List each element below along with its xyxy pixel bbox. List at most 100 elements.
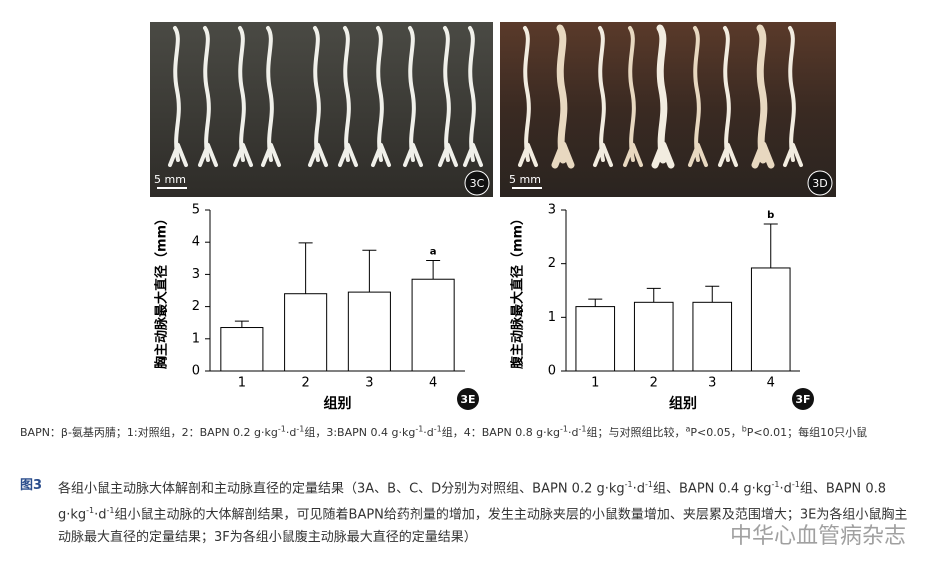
vessel xyxy=(261,26,281,167)
y-tick-label: 2 xyxy=(548,256,556,271)
bar xyxy=(692,301,733,372)
superscript: -1 xyxy=(624,480,633,489)
superscript: -1 xyxy=(560,424,568,434)
panel-badge xyxy=(464,170,490,196)
x-tick-label: 1 xyxy=(238,376,246,391)
superscript: -1 xyxy=(791,480,800,489)
y-tick-label: 5 xyxy=(192,203,200,218)
panel-label: 3C xyxy=(470,177,485,190)
text-run: 组，3:BAPN 0.4 g·kg xyxy=(304,426,416,439)
vessel xyxy=(338,26,358,167)
superscript: -1 xyxy=(645,480,654,489)
vessel xyxy=(198,26,218,167)
superscript: b xyxy=(741,424,747,434)
text-run: 各组小鼠主动脉大体解剖和主动脉直径的定量结果（3A、B、C、D分别为对照组、BA… xyxy=(58,481,625,497)
bar xyxy=(411,278,455,372)
y-tick-label: 0 xyxy=(548,364,556,379)
error-bar xyxy=(646,287,661,303)
vessel xyxy=(593,26,613,167)
vessel xyxy=(718,26,738,167)
text-run: ·d xyxy=(779,481,792,497)
x-tick-label: 4 xyxy=(429,376,437,391)
bar xyxy=(220,327,264,372)
panel-badge xyxy=(457,388,479,410)
x-tick-label: 3 xyxy=(365,376,373,391)
panel-badge xyxy=(807,170,833,196)
panel-label: 3F xyxy=(795,393,810,406)
x-axis-label: 组别 xyxy=(669,395,697,412)
bar xyxy=(633,301,674,372)
superscript: -1 xyxy=(415,424,424,434)
superscript: a xyxy=(685,424,691,434)
text-run: 组；与对照组比较， xyxy=(586,426,686,439)
vessel xyxy=(403,26,423,167)
text-run: ·d xyxy=(423,426,434,439)
superscript: -1 xyxy=(296,424,305,434)
y-tick-label: 0 xyxy=(192,364,200,379)
vessel xyxy=(463,26,483,167)
x-tick-label: 3 xyxy=(708,376,716,391)
text-run: ·d xyxy=(285,426,297,439)
text-run: 组，4：BAPN 0.8 g·kg xyxy=(441,426,561,439)
text-run: P<0.01；每组10只小鼠 xyxy=(746,426,868,439)
x-tick-label: 1 xyxy=(591,376,599,391)
y-tick-label: 4 xyxy=(192,235,200,250)
bar xyxy=(284,293,328,372)
error-bar xyxy=(234,320,249,328)
watermark: 中华心血管病杂志 xyxy=(730,524,907,549)
superscript: -1 xyxy=(433,424,442,434)
error-bar xyxy=(588,298,603,307)
x-axis-label: 组别 xyxy=(324,395,352,412)
vessel xyxy=(438,26,458,167)
annotation: a xyxy=(430,247,437,258)
text-run: ·d xyxy=(568,426,579,439)
superscript: -1 xyxy=(277,424,286,434)
bar xyxy=(575,306,616,372)
y-tick-label: 1 xyxy=(548,310,556,325)
text-run: BAPN：β-氨基丙腈；1:对照组，2：BAPN 0.2 g·kg xyxy=(20,426,278,439)
text-run: ·d xyxy=(632,481,646,497)
caption-text: 各组小鼠主动脉大体解剖和主动脉直径的定量结果（3A、B、C、D分别为对照组、BA… xyxy=(58,474,908,549)
bar xyxy=(750,267,791,372)
bar xyxy=(347,291,391,372)
vessel xyxy=(168,26,188,167)
error-bar xyxy=(298,242,313,294)
annotation: b xyxy=(767,210,774,221)
y-axis-label: 腹主动脉最大直径（mm） xyxy=(510,212,526,369)
y-tick-label: 3 xyxy=(548,203,556,218)
y-tick-label: 2 xyxy=(192,299,200,314)
panel-label: 3D xyxy=(812,177,827,190)
superscript: -1 xyxy=(578,424,587,434)
vessel xyxy=(688,26,708,167)
vessel xyxy=(551,24,575,169)
error-bar xyxy=(362,249,377,293)
vessel xyxy=(233,26,253,167)
superscript: -1 xyxy=(771,480,780,489)
vessel xyxy=(518,26,538,167)
superscript: -1 xyxy=(86,506,95,516)
vessel xyxy=(783,26,803,167)
x-tick-label: 2 xyxy=(301,376,309,391)
vessel xyxy=(371,26,391,167)
error-bar xyxy=(705,285,720,303)
vessel xyxy=(623,26,643,167)
text-run: 组、BAPN 0.4 g·kg xyxy=(653,481,772,497)
scale-label: 5 mm xyxy=(154,173,186,186)
figure: 5 mm 3C 5 mm 3D 0 1 2 3 4 5 胸主动脉最大直径（mm） 组别 3E 1 2… xyxy=(150,22,836,412)
x-tick-label: 4 xyxy=(767,376,775,391)
error-bar xyxy=(763,223,778,268)
scale-label: 5 mm xyxy=(509,173,541,186)
vessel xyxy=(308,26,328,167)
text-run: P<0.05， xyxy=(690,426,742,439)
panel-badge xyxy=(792,388,814,410)
vessel xyxy=(751,24,775,169)
photo-3d xyxy=(500,22,836,197)
text-run: 组小鼠主动脉的大体解剖结果，可见随着BAPN给药剂量的增加，发生主动脉夹层的小鼠… xyxy=(58,507,908,545)
y-tick-label: 1 xyxy=(192,331,200,346)
text-run: ·d xyxy=(94,507,107,523)
y-tick-label: 3 xyxy=(192,267,200,282)
x-tick-label: 2 xyxy=(650,376,658,391)
caption-label: 图3 xyxy=(20,478,43,493)
y-axis-label: 胸主动脉最大直径（mm） xyxy=(154,212,170,369)
